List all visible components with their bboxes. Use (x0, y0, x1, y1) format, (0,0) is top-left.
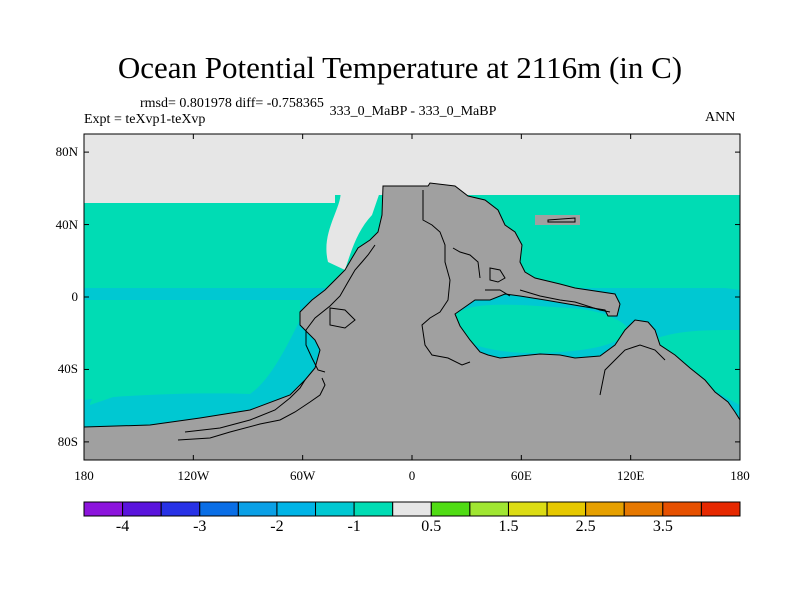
colorbar-box (199, 501, 239, 517)
lon-tick-label: 60W (290, 468, 316, 483)
north-pacific-near-zero (84, 169, 335, 203)
coastline-contours (177, 190, 666, 441)
lon-tick-label: 0 (408, 468, 416, 483)
colorbar-box (623, 501, 664, 517)
lat-tick-label: 40N (55, 216, 78, 232)
land-mass-americas-eurasia-africa (84, 182, 740, 460)
colorbar-label: -2 (270, 518, 284, 535)
lon-tick-label: 120W (177, 468, 210, 483)
colorbar-label: -3 (193, 518, 207, 535)
latitude-ticks (84, 151, 740, 443)
colorbar-box (237, 501, 278, 517)
colorbar-box (700, 501, 741, 517)
colorbar-box (430, 501, 471, 517)
colorbar-box (276, 501, 317, 517)
lat-tick-label: 40S (57, 361, 78, 377)
indian-ocean-cyan-region (455, 304, 630, 354)
colorbar-box (122, 501, 162, 517)
colorbar-label: 2.5 (575, 518, 596, 535)
colorbar-box (507, 501, 548, 517)
case-names: 333_0_MaBP - 333_0_MaBP (329, 104, 497, 119)
lat-tick-label: 80N (55, 144, 78, 160)
colorbar-label: -1 (347, 518, 361, 535)
lon-tick-label: 180 (74, 468, 94, 483)
colorbar-box (546, 501, 587, 517)
north-atlantic-near-zero (326, 186, 382, 270)
rmsd-diff-stats: rmsd= 0.801978 diff= -0.758365 (140, 96, 324, 111)
colorbar-box (315, 501, 355, 517)
colorbar-box (585, 501, 625, 517)
north-pacific-east-cyan (520, 205, 740, 290)
longitude-ticks (83, 134, 741, 460)
lon-tick-label: 120E (616, 468, 645, 483)
atlantic-cyan-region (84, 300, 300, 400)
colorbar-box (83, 501, 124, 517)
colorbar-box (469, 501, 509, 517)
colorbar-label: 0.5 (421, 518, 442, 535)
colorbar-box (662, 501, 702, 517)
south-pacific-swirl (90, 372, 215, 405)
colorbar-label: 3.5 (652, 518, 673, 535)
colorbar-label: -4 (115, 518, 130, 535)
colorbar-box (392, 501, 432, 517)
colorbar-boxes (83, 501, 741, 517)
lon-tick-label: 60E (510, 468, 532, 483)
lat-tick-label: 80S (57, 433, 78, 449)
season-label: ANN (705, 110, 736, 125)
colorbar-label: 1.5 (498, 518, 519, 535)
colorbar-box (160, 501, 201, 517)
chart-title: Ocean Potential Temperature at 2116m (in… (117, 50, 683, 85)
colorbar-box (353, 501, 394, 517)
experiment-label: Expt = teXvp1-teXvp (84, 112, 206, 127)
lat-tick-label: 0 (71, 289, 79, 304)
lon-tick-label: 180 (730, 468, 750, 483)
